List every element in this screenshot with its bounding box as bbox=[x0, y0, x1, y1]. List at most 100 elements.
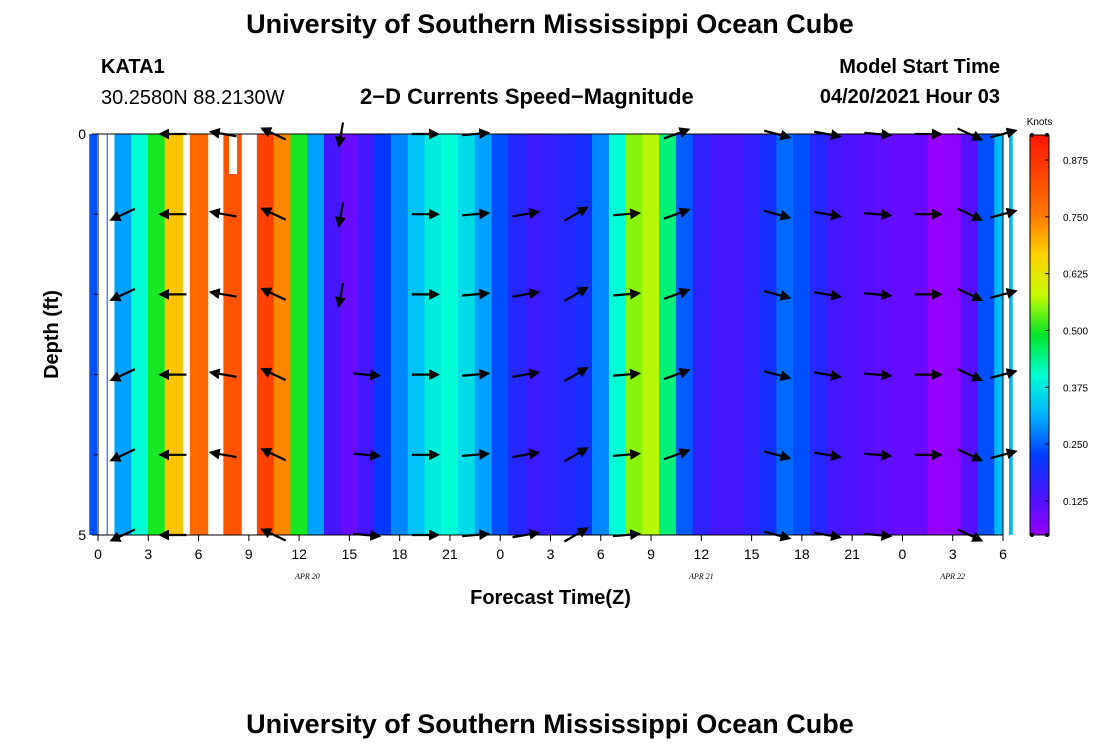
current-vector bbox=[763, 209, 792, 221]
current-vector bbox=[208, 208, 237, 219]
x-tick-label: 0 bbox=[899, 546, 907, 562]
heatmap-column bbox=[458, 134, 477, 535]
heatmap-column bbox=[273, 134, 293, 535]
heatmap-column bbox=[910, 134, 929, 535]
current-vector bbox=[260, 287, 287, 301]
current-vector bbox=[957, 287, 984, 302]
heatmap-column bbox=[290, 134, 309, 535]
date-label: APR 20 bbox=[294, 572, 320, 581]
station-coords: 30.2580N 88.2130W bbox=[101, 87, 285, 109]
heatmap-clip bbox=[97, 133, 107, 536]
current-vector bbox=[462, 208, 491, 220]
current-vector bbox=[864, 369, 893, 381]
x-tick-label: 21 bbox=[442, 546, 458, 562]
heatmap-column bbox=[742, 134, 762, 535]
current-vector bbox=[663, 207, 691, 220]
heatmap-column bbox=[541, 134, 561, 535]
current-vector bbox=[563, 206, 589, 222]
heatmap-column bbox=[491, 134, 510, 535]
current-vector bbox=[335, 282, 346, 309]
current-vector bbox=[612, 208, 642, 220]
y-tick-label: 0 bbox=[78, 126, 86, 142]
current-vector bbox=[864, 289, 893, 301]
current-vector bbox=[208, 288, 237, 300]
current-vector bbox=[260, 367, 287, 382]
colorbar-tick-label: 0.125 bbox=[1063, 497, 1088, 508]
current-vector bbox=[663, 287, 691, 300]
heatmap-column bbox=[860, 134, 879, 535]
current-vector bbox=[864, 449, 893, 461]
x-tick-label: 15 bbox=[342, 546, 358, 562]
x-axis-label: Forecast Time(Z) bbox=[470, 587, 631, 609]
heatmap-column bbox=[793, 134, 812, 535]
heatmap-column bbox=[357, 134, 376, 535]
heatmap-column bbox=[189, 134, 209, 535]
heatmap-column bbox=[843, 134, 862, 535]
current-vector bbox=[512, 208, 541, 219]
current-vector bbox=[814, 289, 842, 301]
heatmap-column bbox=[927, 134, 946, 535]
current-vector bbox=[109, 448, 136, 462]
x-tick-label: 9 bbox=[647, 546, 655, 562]
x-tick-label: 15 bbox=[744, 546, 760, 562]
heatmap-column bbox=[474, 134, 494, 535]
heatmap-column bbox=[575, 134, 594, 535]
heatmap-column bbox=[625, 134, 644, 535]
heatmap-column bbox=[390, 134, 410, 535]
x-tick-label: 18 bbox=[794, 546, 810, 562]
current-vector bbox=[353, 449, 382, 461]
x-tick-label: 3 bbox=[144, 546, 152, 562]
heatmap-column bbox=[407, 134, 427, 535]
heatmap-column bbox=[759, 134, 779, 535]
model-start-value: 04/20/2021 Hour 03 bbox=[819, 86, 1000, 108]
current-vector bbox=[763, 450, 792, 462]
current-vector bbox=[612, 448, 642, 460]
page-title: University of Southern Mississippi Ocean… bbox=[246, 9, 854, 39]
current-vector bbox=[663, 448, 691, 461]
current-vector bbox=[957, 207, 984, 221]
heatmap-column bbox=[223, 134, 242, 535]
model-start-label: Model Start Time bbox=[839, 56, 1000, 78]
product-title: 2−D Currents Speed−Magnitude bbox=[360, 84, 694, 109]
heatmap-column bbox=[114, 134, 133, 535]
heatmap-column bbox=[642, 134, 661, 535]
colorbar-end-marker bbox=[1045, 133, 1049, 137]
current-vector bbox=[864, 209, 893, 221]
x-tick-label: 21 bbox=[844, 546, 860, 562]
current-vector bbox=[763, 289, 792, 301]
heatmap-column bbox=[709, 134, 728, 535]
current-vector bbox=[109, 287, 136, 302]
current-vector bbox=[462, 288, 491, 300]
current-vector bbox=[563, 447, 589, 463]
current-vector bbox=[353, 369, 382, 381]
x-tick-label: 6 bbox=[999, 546, 1007, 562]
colorbar-unit-label: Knots bbox=[1027, 117, 1053, 128]
x-tick-label: 3 bbox=[547, 546, 555, 562]
heatmap-column bbox=[977, 134, 996, 535]
heatmap-column bbox=[659, 134, 678, 535]
station-id: KATA1 bbox=[101, 56, 165, 78]
x-tick-label: 9 bbox=[245, 546, 253, 562]
x-tick-label: 12 bbox=[291, 546, 307, 562]
heatmap-column bbox=[147, 134, 167, 535]
current-vector bbox=[208, 448, 237, 460]
colorbar-tick-label: 0.375 bbox=[1063, 383, 1088, 394]
current-vector bbox=[957, 448, 984, 462]
heatmap-column bbox=[164, 134, 184, 535]
current-vector bbox=[957, 368, 984, 382]
colorbar-tick-label: 0.500 bbox=[1063, 326, 1088, 337]
current-vector bbox=[612, 368, 642, 380]
heatmap-column bbox=[692, 134, 712, 535]
current-vector bbox=[663, 367, 691, 381]
heatmap-column bbox=[726, 134, 745, 535]
heatmap-column bbox=[776, 134, 795, 535]
heatmap-column bbox=[944, 134, 963, 535]
y-axis-label: Depth (ft) bbox=[41, 290, 63, 379]
heatmap-column bbox=[256, 134, 276, 535]
x-tick-label: 12 bbox=[694, 546, 710, 562]
y-tick-label: 5 bbox=[78, 527, 86, 543]
current-vector bbox=[612, 288, 642, 300]
current-vector bbox=[109, 207, 136, 221]
colorbar-tick-label: 0.750 bbox=[1063, 213, 1088, 224]
